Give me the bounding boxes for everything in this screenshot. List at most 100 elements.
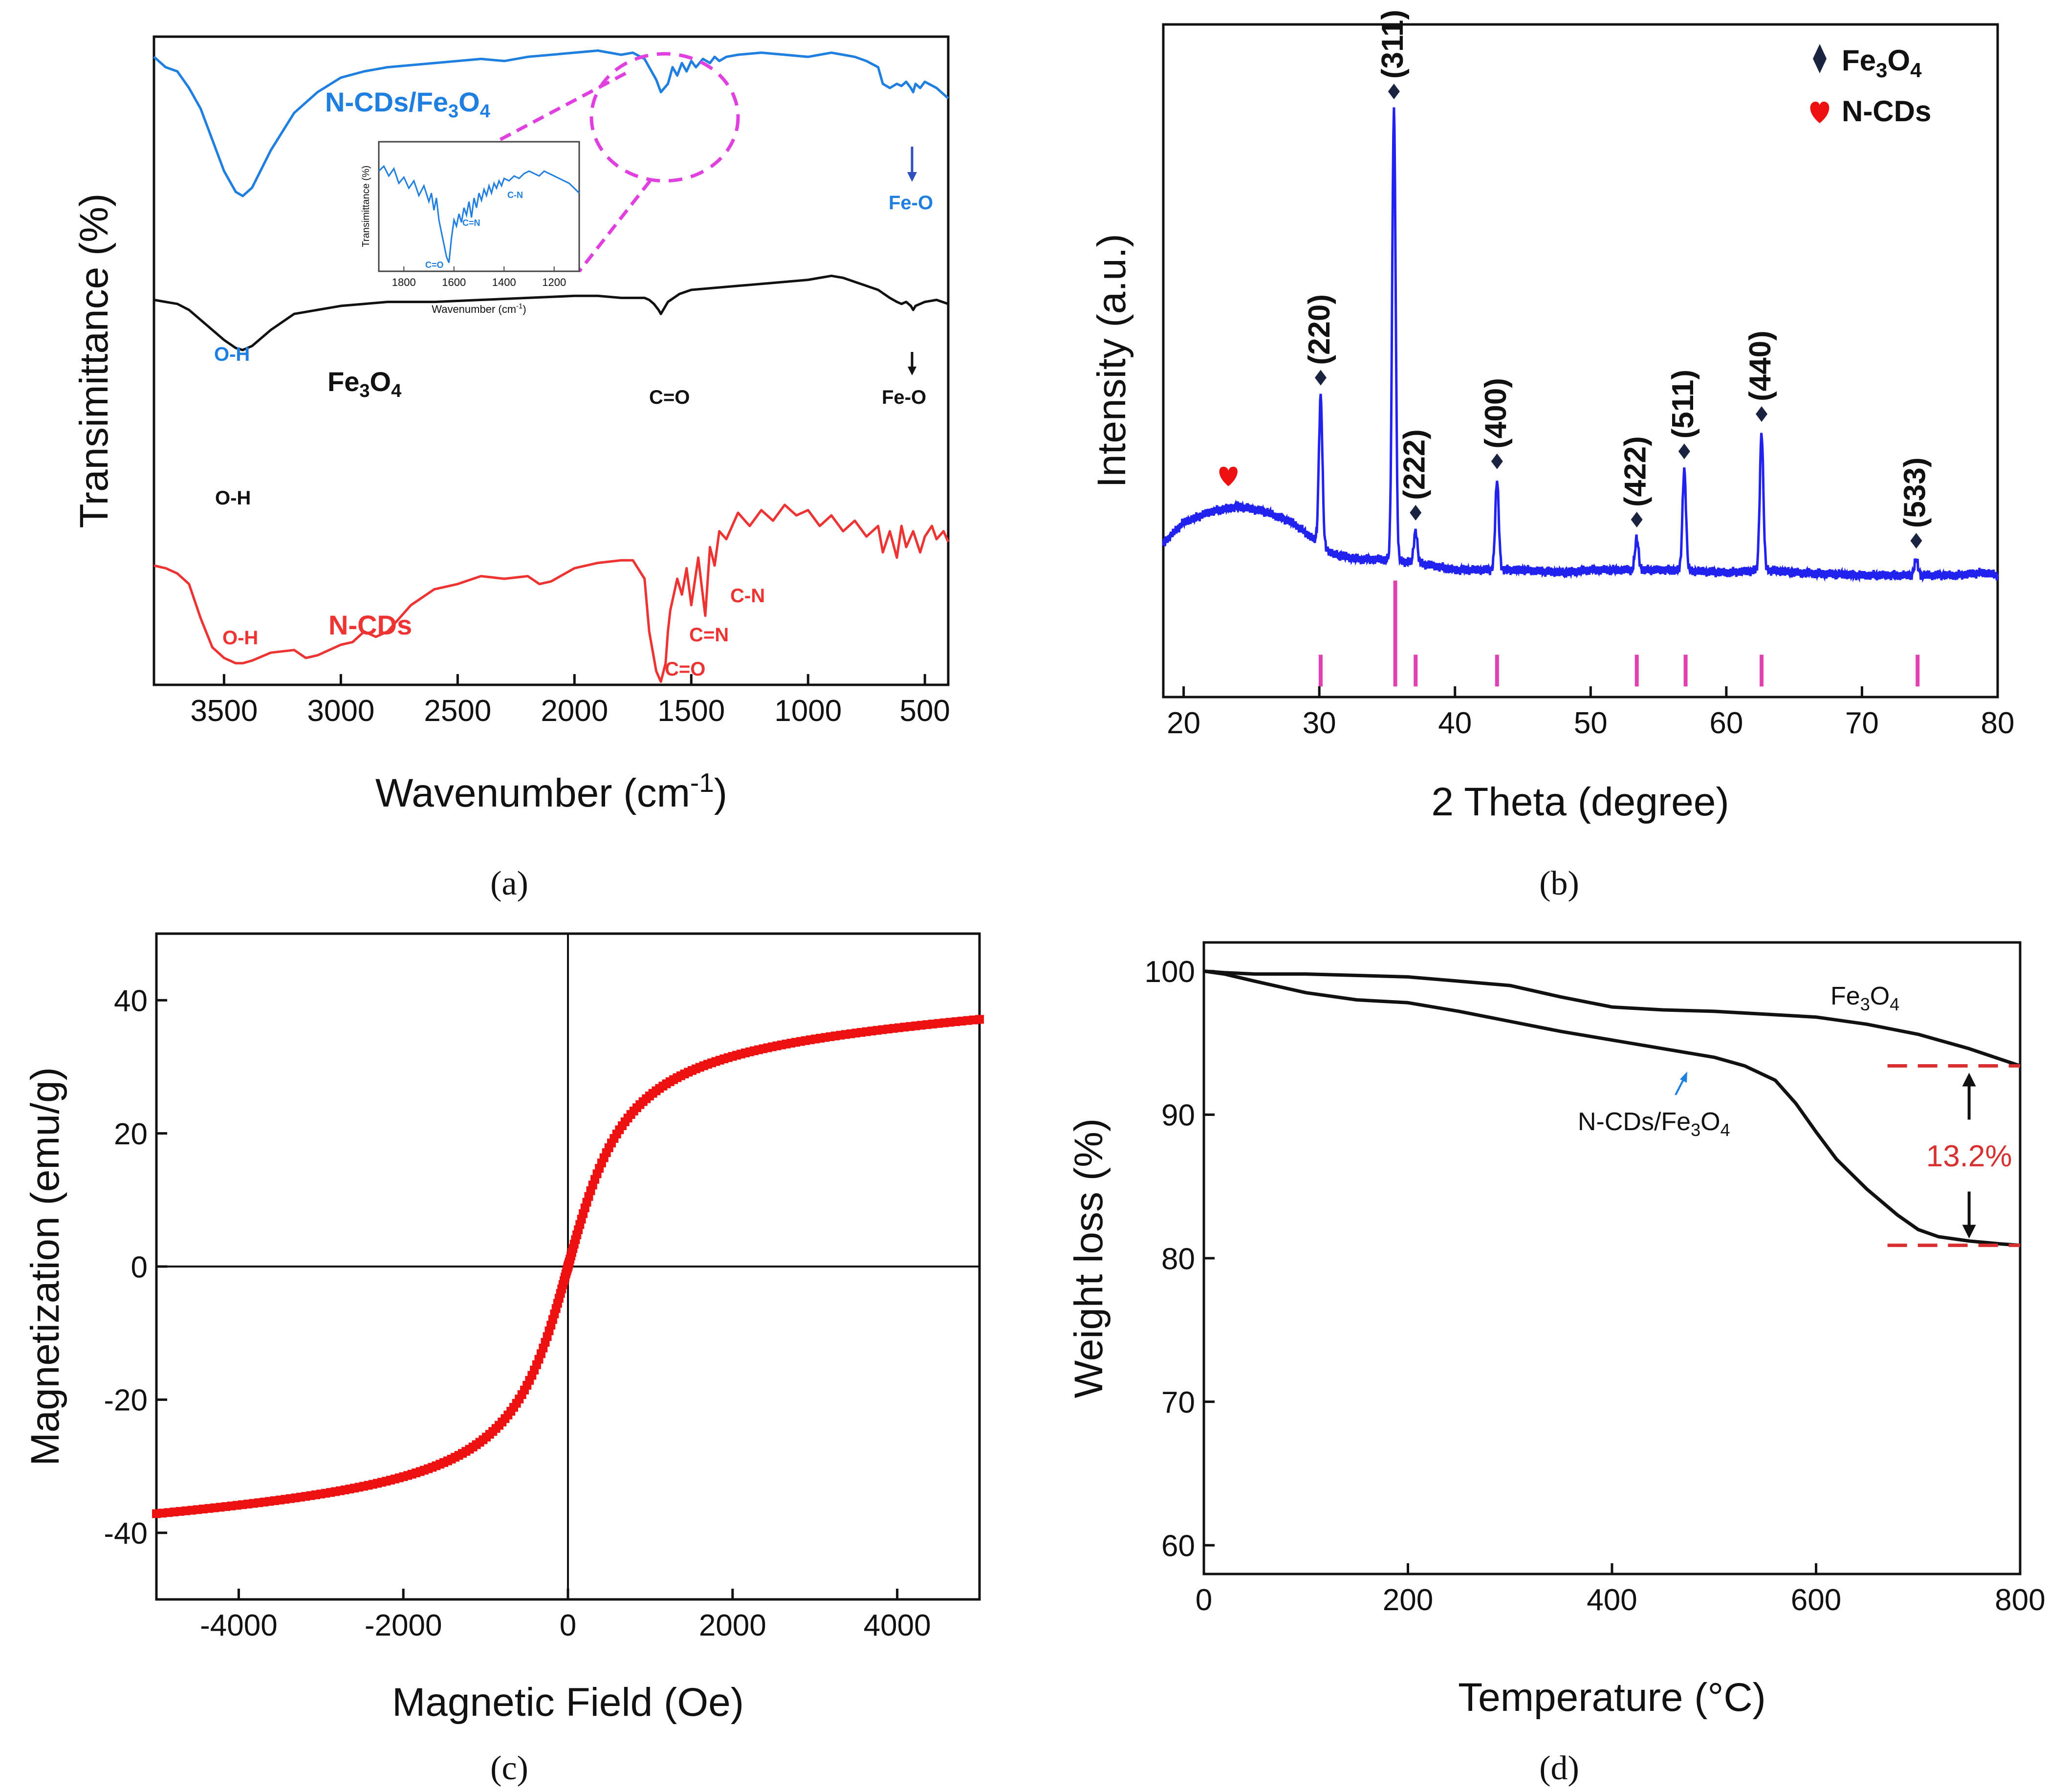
panel-a-x-tick-label: 2500 xyxy=(424,694,491,728)
peak-label: (311) xyxy=(1376,10,1410,79)
panel-c-x-tick-label: -4000 xyxy=(200,1609,278,1642)
peak-diamond-icon xyxy=(1388,84,1400,99)
annot-red-co: C=O xyxy=(665,658,705,680)
panel-a-x-tick-label: 3000 xyxy=(307,694,374,728)
annot-blue-oh: O-H xyxy=(214,344,250,365)
panel-c-x-tick-label: 2000 xyxy=(699,1609,766,1642)
peak-diamond-icon xyxy=(1910,533,1922,548)
inset-label-cn-double: C=N xyxy=(462,218,480,228)
annot-black-oh: O-H xyxy=(215,487,251,509)
annot-red-cn-double: C=N xyxy=(689,624,729,646)
panel-label-d: (d) xyxy=(1539,1749,1579,1787)
panel-a-y-label: Transimittance (%) xyxy=(72,194,116,528)
peak-diamond-icon xyxy=(1491,454,1503,469)
panel-d-y-tick-label: 70 xyxy=(1161,1386,1195,1420)
panel-c-y-ticks: -40-2002040 xyxy=(104,984,167,1551)
annot-blue-feo-arrowhead xyxy=(907,172,917,182)
label-fe3o4-black: Fe3O4 xyxy=(327,366,401,401)
panel-d-y-tick-label: 100 xyxy=(1145,955,1195,989)
annot-black-co: C=O xyxy=(649,387,690,408)
peak-diamond-icon xyxy=(1631,512,1643,527)
panel-d-y-tick-label: 80 xyxy=(1161,1242,1195,1276)
peak-diamond-icon xyxy=(1678,443,1690,459)
inset-tick-label: 1400 xyxy=(492,276,516,288)
inset-tick-label: 1600 xyxy=(442,276,466,288)
panel-d-annotation: 13.2% xyxy=(1888,1066,2020,1246)
panel-d-x-tick-label: 800 xyxy=(1995,1583,2045,1617)
panel-b-x-label: 2 Theta (degree) xyxy=(1431,780,1729,824)
panel-c-x-tick-label: -2000 xyxy=(365,1609,442,1642)
inset-frame xyxy=(379,142,579,271)
label-ncds-fe3o4-tga: N-CDs/Fe3O4 xyxy=(1578,1108,1730,1140)
panel-d: 0 200 400 600 800 60 70 80 90 100 13.2% Fe3O4 N-… xyxy=(1067,942,2046,1787)
panel-c-y-tick-label: -20 xyxy=(104,1384,148,1418)
panel-b-x-tick-label: 60 xyxy=(1709,706,1743,740)
ncds-fe3o4-pointer-arrow xyxy=(1676,1079,1684,1095)
inset-label-cn-single: C-N xyxy=(507,190,523,200)
panel-b-x-tick-label: 40 xyxy=(1438,706,1472,740)
panel-c: -4000 -2000 0 2000 4000 -40 -20 0 20 40 Magnetic… xyxy=(23,934,984,1787)
annot-black-feo-arrowhead xyxy=(908,367,916,375)
panel-d-x-label: Temperature (°C) xyxy=(1458,1675,1766,1720)
panel-d-y-label: Weight loss (%) xyxy=(1067,1118,1111,1399)
panel-d-x-ticks: 0 200 400 600 800 xyxy=(1196,1563,2046,1617)
inset-tick-label: 1800 xyxy=(392,276,416,288)
panel-c-y-tick-label: -40 xyxy=(104,1517,148,1551)
peak-diamond-icon xyxy=(1756,406,1767,422)
panel-d-x-tick-label: 400 xyxy=(1587,1583,1637,1617)
peak-label: (533) xyxy=(1898,458,1932,528)
peak-label: (440) xyxy=(1743,330,1777,401)
inset-y-label: Transimittance (%) xyxy=(361,165,371,247)
annot-red-cn-single: C-N xyxy=(730,585,765,607)
peak-label: (220) xyxy=(1303,294,1336,365)
peak-label: (422) xyxy=(1619,436,1653,507)
panel-a-x-tick-label: 1500 xyxy=(657,694,725,728)
figure: 3500 3000 2500 2000 1500 1000 500 1800 1600 1400… xyxy=(0,0,2069,1792)
panel-a-inset: 1800 1600 1400 1200 Wavenumber (cm-1) Trans… xyxy=(361,142,579,315)
panel-d-frame xyxy=(1204,942,2020,1574)
panel-b-x-tick-label: 30 xyxy=(1303,706,1336,740)
inset-tick-label: 1200 xyxy=(542,276,566,288)
legend-heart-icon xyxy=(1810,102,1829,123)
panel-a-x-ticks: 3500 3000 2500 2000 1500 1000 500 xyxy=(190,674,950,728)
peak-label: (222) xyxy=(1397,429,1431,500)
panel-b-legend: Fe3O4 N-CDs xyxy=(1810,44,1932,128)
annot-black-feo: Fe-O xyxy=(882,387,926,408)
panel-a-frame xyxy=(154,37,948,685)
annot-blue-feo: Fe-O xyxy=(889,192,933,214)
panel-a: 3500 3000 2500 2000 1500 1000 500 1800 1600 1400… xyxy=(72,37,950,902)
panel-c-x-tick-label: 0 xyxy=(560,1609,576,1642)
legend-ncds: N-CDs xyxy=(1842,95,1931,128)
inset-x-label: Wavenumber (cm-1) xyxy=(432,302,526,315)
peak-label: (511) xyxy=(1666,370,1700,438)
panel-b-x-tick-label: 20 xyxy=(1167,706,1200,740)
legend-diamond-icon xyxy=(1813,44,1827,73)
panel-c-y-label: Magnetization (emu/g) xyxy=(23,1067,67,1466)
panel-d-x-tick-label: 200 xyxy=(1383,1583,1433,1617)
ftir-line-2 xyxy=(154,505,948,682)
weight-loss-label: 13.2% xyxy=(1926,1139,2012,1173)
panel-b-reference-lines xyxy=(1321,581,1917,687)
inset-label-co: C=O xyxy=(425,260,444,270)
legend-fe3o4: Fe3O4 xyxy=(1842,44,1922,82)
panel-d-y-tick-label: 60 xyxy=(1161,1530,1195,1563)
panel-c-y-tick-label: 40 xyxy=(114,984,148,1018)
xrd-line xyxy=(1163,108,1997,581)
panel-label-c: (c) xyxy=(490,1749,528,1787)
panel-c-y-tick-label: 0 xyxy=(131,1250,148,1284)
panel-d-x-tick-label: 0 xyxy=(1196,1583,1212,1617)
panel-b-x-tick-label: 50 xyxy=(1574,706,1608,740)
label-ncds-red: N-CDs xyxy=(328,610,412,640)
ncds-heart-icon xyxy=(1220,467,1238,486)
panel-b-curve xyxy=(1163,108,1997,581)
label-ncds-fe3o4-blue: N-CDs/Fe3O4 xyxy=(325,87,490,122)
panel-a-x-label: Wavenumber (cm-1) xyxy=(375,767,727,815)
panel-a-highlight-ellipse xyxy=(591,54,738,181)
panel-label-b: (b) xyxy=(1539,865,1579,902)
arrow-up-head xyxy=(1962,1073,1976,1087)
panel-b: (220) (311) (222) (400) (422) (511) (440) (533)… xyxy=(1089,10,2014,902)
peak-diamond-icon xyxy=(1410,505,1421,521)
peak-diamond-icon xyxy=(1315,370,1327,386)
ncds-fe3o4-pointer-arrowhead xyxy=(1680,1071,1687,1083)
panel-d-y-tick-label: 90 xyxy=(1161,1099,1195,1133)
